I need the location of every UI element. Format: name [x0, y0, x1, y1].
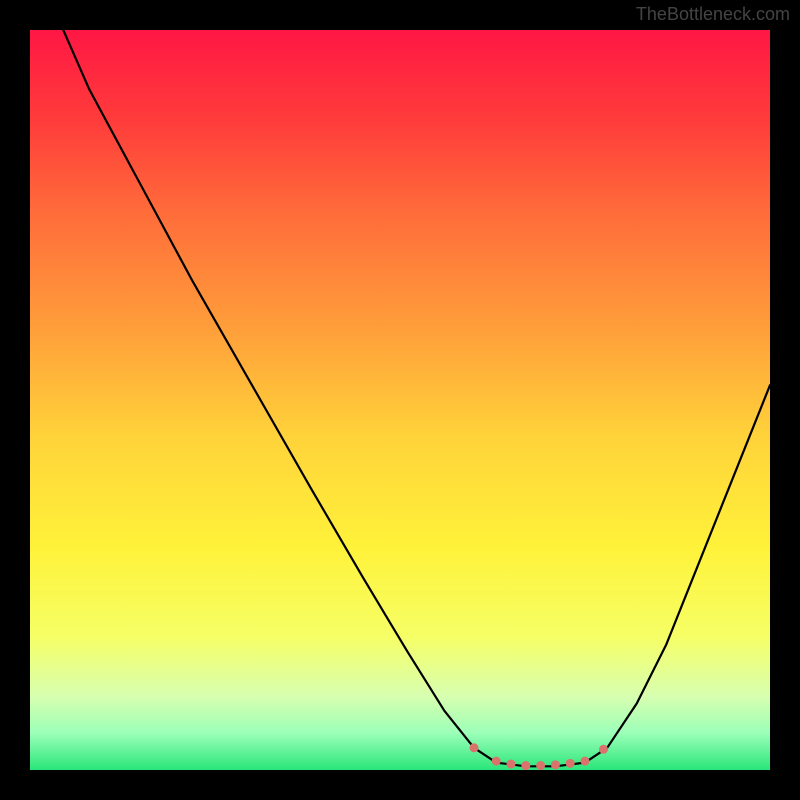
valley-marker [566, 759, 575, 768]
valley-marker [470, 743, 479, 752]
valley-marker [581, 757, 590, 766]
curve-layer [30, 30, 770, 770]
plot-area [30, 30, 770, 770]
bottleneck-curve [63, 30, 770, 766]
valley-marker [492, 757, 501, 766]
watermark-text: TheBottleneck.com [636, 4, 790, 25]
valley-marker [551, 760, 560, 769]
valley-markers [470, 743, 609, 770]
valley-marker [521, 761, 530, 770]
valley-marker [536, 761, 545, 770]
valley-marker [599, 745, 608, 754]
valley-marker [507, 760, 516, 769]
